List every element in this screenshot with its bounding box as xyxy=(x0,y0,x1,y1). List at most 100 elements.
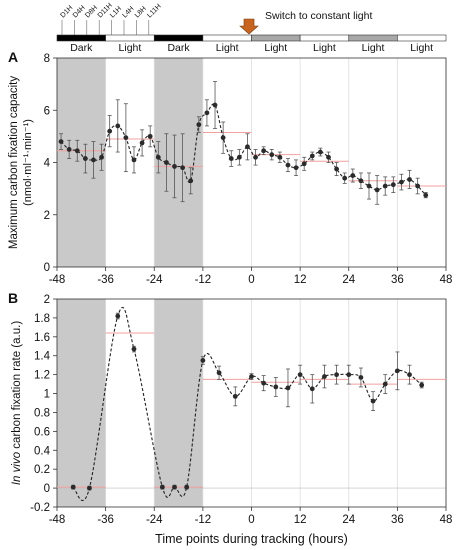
data-point xyxy=(216,370,222,376)
data-point xyxy=(309,386,315,392)
data-point xyxy=(273,384,279,390)
y-tick-label: 0 xyxy=(44,262,50,274)
data-point xyxy=(334,372,339,378)
data-point xyxy=(394,368,400,374)
data-point xyxy=(423,192,429,198)
y-tick-label: 4 xyxy=(44,158,51,170)
timeline-bar-label: Light xyxy=(410,42,433,54)
data-point xyxy=(322,374,327,379)
data-point xyxy=(358,178,364,184)
y-tick-label: -0.2 xyxy=(30,502,50,514)
panel-label: A xyxy=(8,49,18,65)
data-point xyxy=(212,102,218,108)
dark-period-shade xyxy=(154,299,203,507)
timeline-bar xyxy=(397,34,447,42)
data-point xyxy=(297,372,303,378)
timeline-bar xyxy=(153,34,204,42)
data-point xyxy=(232,393,238,399)
y-tick-label: 1.2 xyxy=(34,370,50,382)
x-tick-label: -36 xyxy=(97,514,114,526)
data-point xyxy=(358,375,364,380)
y-tick-label: 0.2 xyxy=(34,464,50,476)
data-point xyxy=(301,161,307,167)
data-point xyxy=(204,110,210,116)
data-point xyxy=(334,166,339,172)
data-point xyxy=(407,177,412,182)
data-point xyxy=(58,139,64,145)
timeline-bar-label: Light xyxy=(362,42,385,54)
data-point xyxy=(147,133,153,139)
y-tick-label: 2 xyxy=(44,210,50,222)
timeline-bar-label: Light xyxy=(216,42,239,54)
timeline-bar-label: Dark xyxy=(167,42,190,54)
timeline-tick-label: D4H xyxy=(72,5,87,20)
x-tick-label: 12 xyxy=(294,514,307,526)
data-point xyxy=(66,147,72,152)
y-tick-label: 2 xyxy=(44,294,50,306)
data-point xyxy=(346,372,352,378)
data-point xyxy=(164,160,169,165)
data-point xyxy=(261,380,267,386)
data-point xyxy=(236,154,242,160)
timeline-bar xyxy=(105,34,155,42)
dark-period-shade xyxy=(57,299,106,507)
timeline-tick-label: D1H xyxy=(59,5,74,20)
y-axis-title-rest: carbon fixation rate (a.u.) xyxy=(11,321,23,452)
data-point xyxy=(82,156,88,161)
data-point xyxy=(350,173,356,178)
y-tick-label: 0.8 xyxy=(34,407,50,419)
data-point xyxy=(285,385,291,391)
data-point xyxy=(382,183,388,189)
data-point xyxy=(415,183,421,189)
data-point xyxy=(172,164,177,169)
y-tick-label: 1.6 xyxy=(34,332,50,344)
x-tick-label: 24 xyxy=(342,274,355,286)
y-axis-title: In vivo carbon fixation rate (a.u.) xyxy=(11,321,23,485)
y-tick-label: 1.8 xyxy=(34,313,50,325)
data-point xyxy=(107,128,113,134)
data-point xyxy=(390,182,396,188)
timeline-bar xyxy=(299,34,350,42)
panel-label: B xyxy=(8,290,18,306)
data-point xyxy=(342,175,348,181)
x-tick-label: -36 xyxy=(97,274,114,286)
y-axis-title-italic: In vivo xyxy=(11,451,23,485)
x-tick-label: 0 xyxy=(248,514,254,526)
data-point xyxy=(366,183,372,189)
light-dark-timeline: Dark Light Dark Light Light Light Light Light D1… xyxy=(56,2,447,54)
data-point xyxy=(155,154,161,160)
data-point xyxy=(196,122,202,128)
data-point xyxy=(131,346,137,352)
data-point xyxy=(293,165,299,171)
y-tick-label: 1 xyxy=(44,389,50,401)
timeline-bar-label: Light xyxy=(313,42,336,54)
data-point xyxy=(172,484,177,490)
x-tick-label: 12 xyxy=(294,274,307,286)
series-line xyxy=(72,307,423,501)
timeline-bar xyxy=(202,34,252,42)
y-axis-title: Maximum carbon fixation capacity xyxy=(8,76,20,249)
x-tick-label: -12 xyxy=(195,274,212,286)
data-point xyxy=(180,165,186,171)
data-point xyxy=(184,484,190,490)
timeline-tick-label: D8H xyxy=(84,5,99,20)
dark-period-shade xyxy=(57,58,106,267)
data-point xyxy=(159,484,165,490)
x-tick-label: -48 xyxy=(49,514,66,526)
data-point xyxy=(123,135,129,141)
switch-arrow-label: Switch to constant light xyxy=(265,10,372,22)
data-point xyxy=(253,154,258,160)
timeline-bar-label: Dark xyxy=(70,42,93,54)
x-tick-label: 0 xyxy=(248,274,254,286)
data-point xyxy=(139,140,145,146)
x-tick-label: 48 xyxy=(440,274,453,286)
data-point xyxy=(115,313,121,319)
data-point xyxy=(419,382,425,388)
data-point xyxy=(317,149,323,155)
data-point xyxy=(220,135,226,141)
data-point xyxy=(200,358,206,363)
x-tick-label: 36 xyxy=(391,274,404,286)
panel-b-chart: -48 -36 -24 -12 0 12 24 36 48 -0.2 0 0.2 0.4 0.6 0.8 1 1… xyxy=(8,290,452,546)
dark-period-shade xyxy=(154,58,203,267)
